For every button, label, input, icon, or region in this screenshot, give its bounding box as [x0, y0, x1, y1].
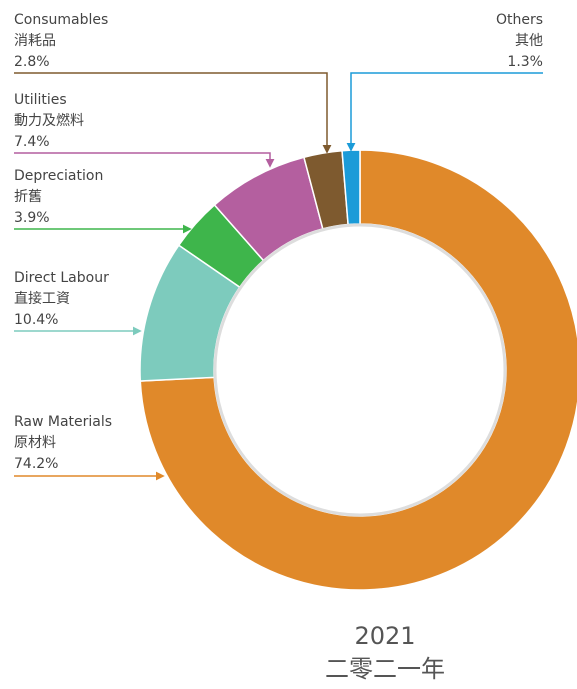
value-label: 3.9%	[14, 210, 50, 226]
donut-hole-shadow	[213, 223, 507, 517]
label-name: Raw Materials	[14, 414, 112, 430]
value-label: 74.2%	[14, 456, 58, 472]
value-label: 10.4%	[14, 312, 58, 328]
label-name-zh: 其他	[515, 33, 543, 49]
value-label: 2.8%	[14, 54, 50, 70]
label-name-zh: 消耗品	[14, 33, 56, 49]
label-name: Utilities	[14, 92, 67, 108]
label-name: Consumables	[14, 12, 108, 28]
label-name: Others	[496, 12, 543, 28]
value-label: 7.4%	[14, 134, 50, 150]
caption-year: 2021	[354, 622, 415, 650]
value-label: 1.3%	[507, 54, 543, 70]
label-name-zh: 動力及燃料	[14, 112, 84, 129]
leader-line	[14, 152, 275, 168]
caption-year-zh: 二零二一年	[325, 655, 445, 683]
leader-line	[346, 72, 543, 152]
label-name: Depreciation	[14, 168, 103, 184]
label-name: Direct Labour	[14, 270, 109, 286]
label-name-zh: 直接工資	[14, 290, 70, 307]
label-name-zh: 原材料	[14, 435, 56, 451]
leader-line	[14, 72, 332, 154]
label-name-zh: 折舊	[14, 189, 42, 205]
